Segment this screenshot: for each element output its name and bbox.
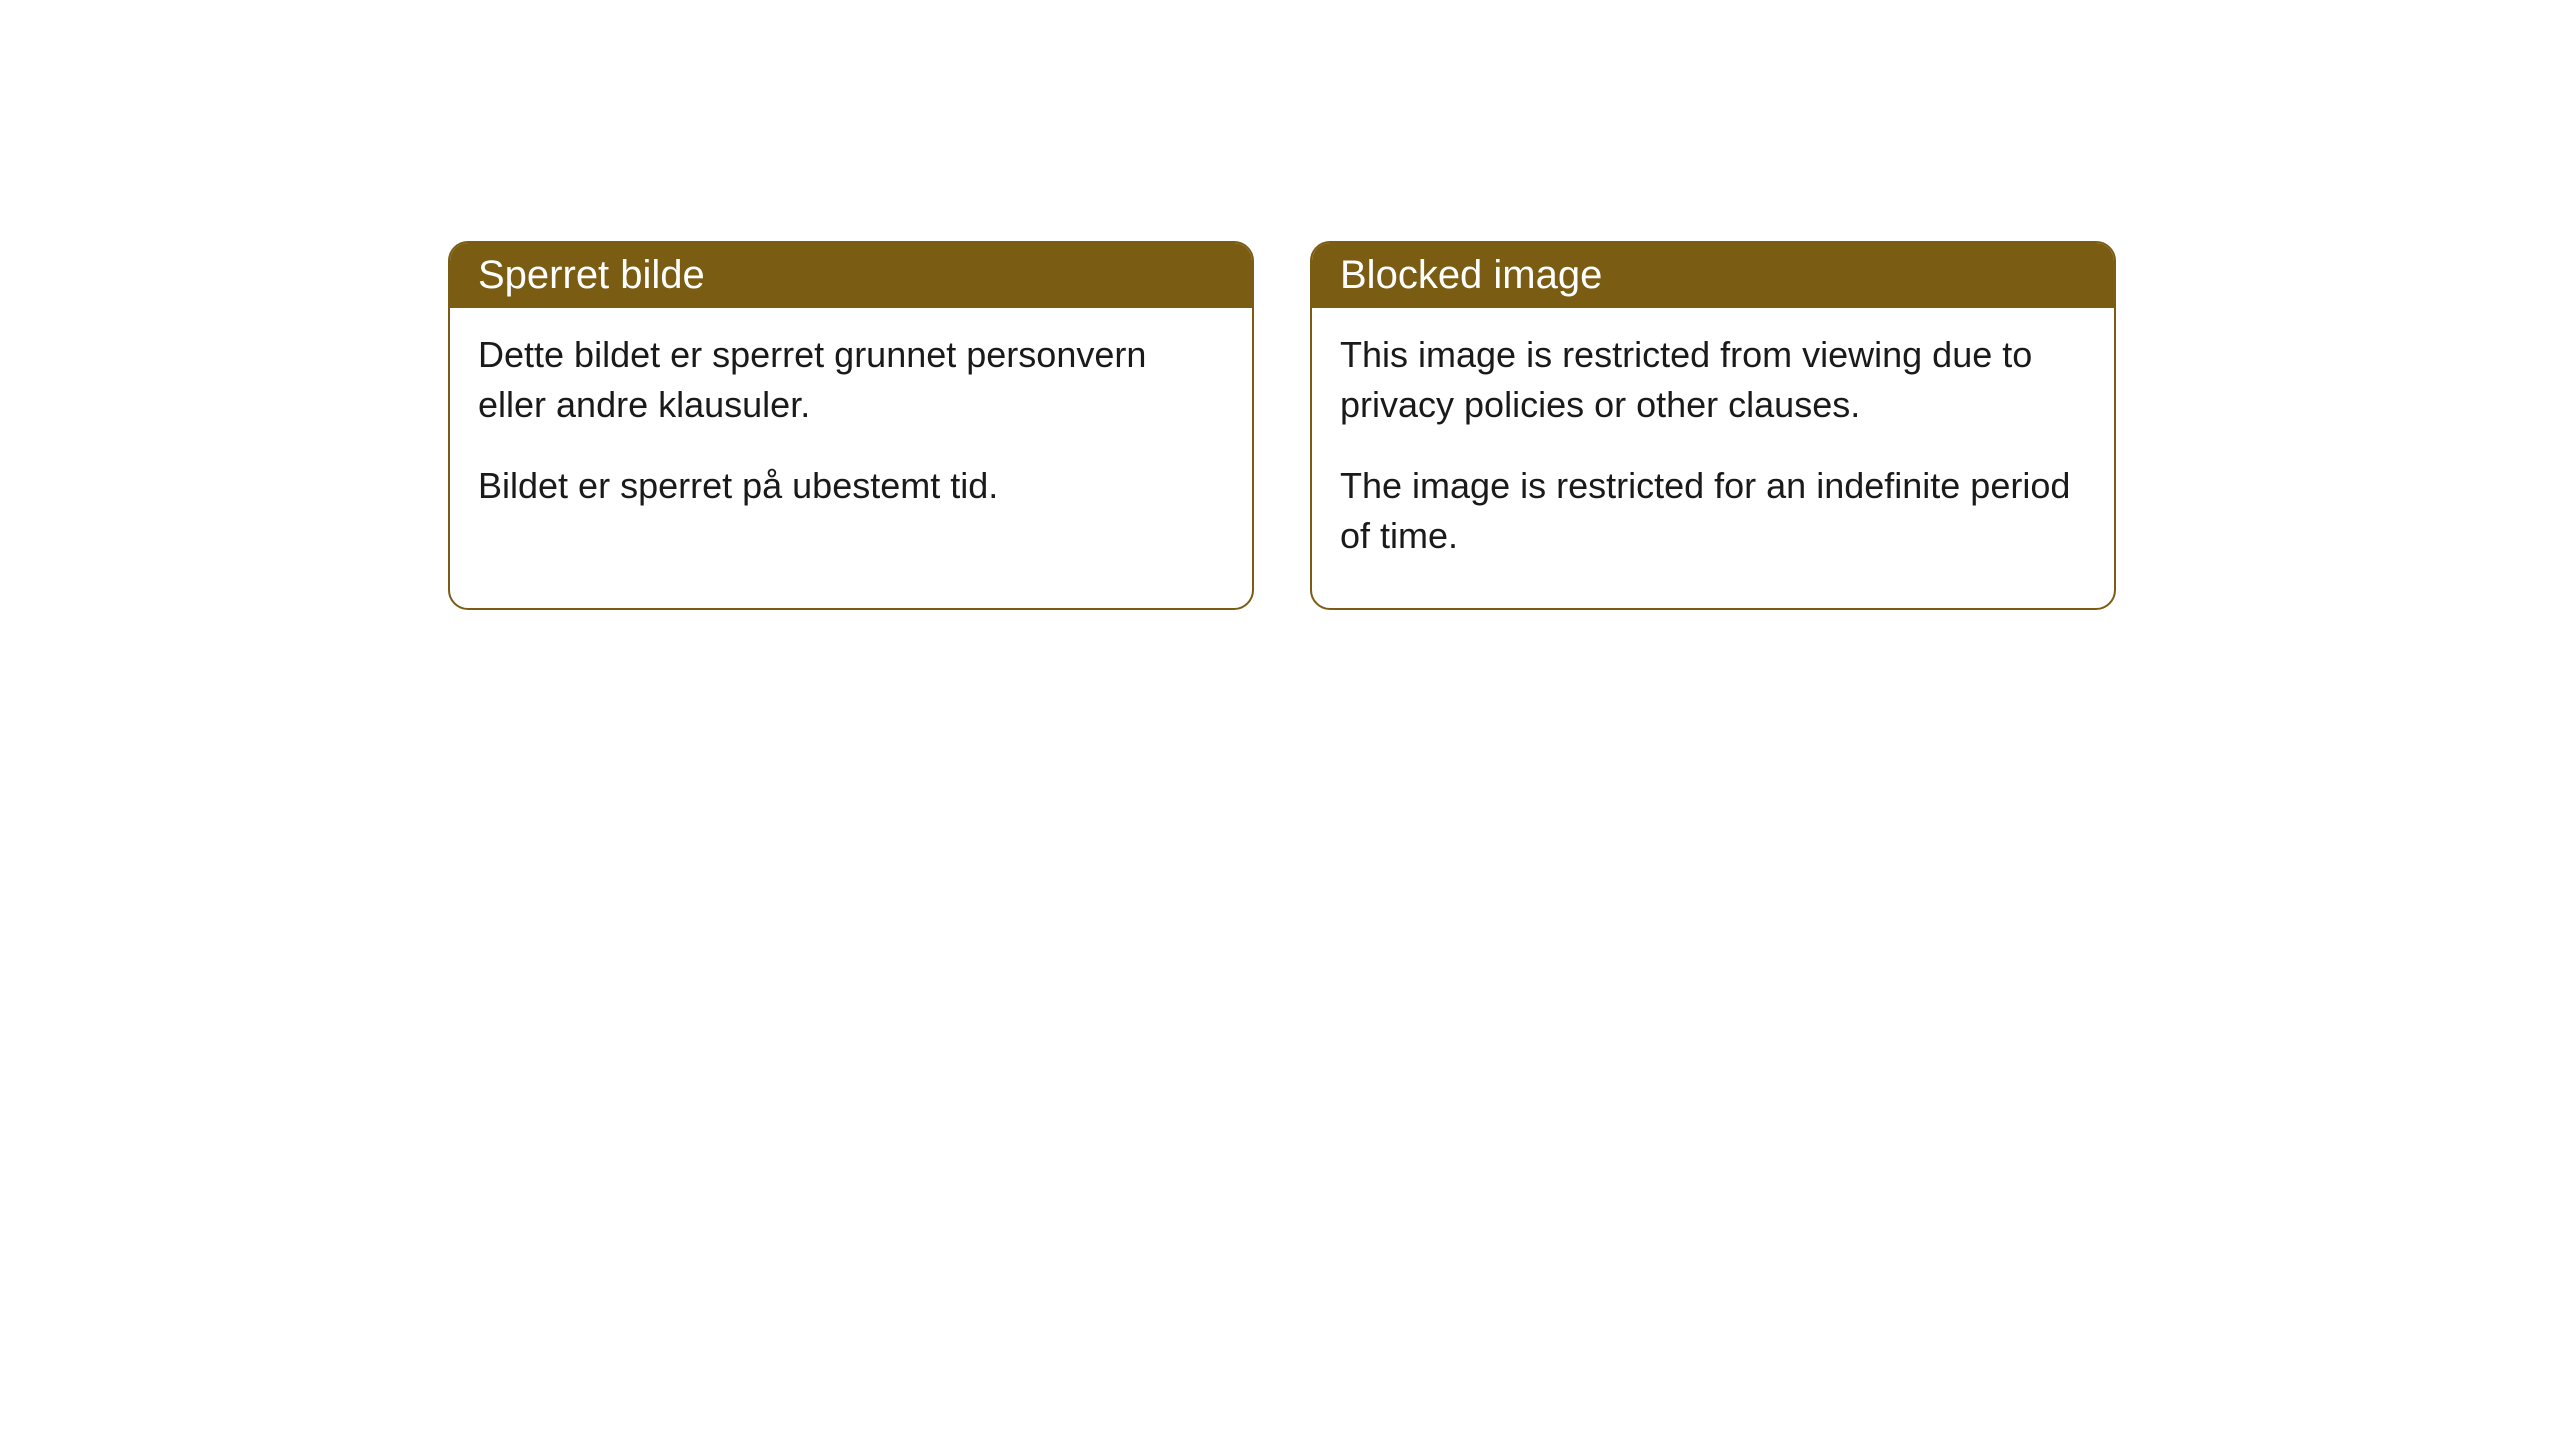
card-header-norwegian: Sperret bilde bbox=[450, 243, 1252, 308]
notice-card-english: Blocked image This image is restricted f… bbox=[1310, 241, 2116, 610]
card-header-english: Blocked image bbox=[1312, 243, 2114, 308]
card-title: Blocked image bbox=[1340, 253, 1602, 297]
card-paragraph: The image is restricted for an indefinit… bbox=[1340, 461, 2086, 562]
notice-cards-container: Sperret bilde Dette bildet er sperret gr… bbox=[448, 241, 2116, 610]
card-paragraph: This image is restricted from viewing du… bbox=[1340, 330, 2086, 431]
card-paragraph: Bildet er sperret på ubestemt tid. bbox=[478, 461, 1224, 511]
card-body-norwegian: Dette bildet er sperret grunnet personve… bbox=[450, 308, 1252, 557]
card-title: Sperret bilde bbox=[478, 253, 705, 297]
card-body-english: This image is restricted from viewing du… bbox=[1312, 308, 2114, 608]
notice-card-norwegian: Sperret bilde Dette bildet er sperret gr… bbox=[448, 241, 1254, 610]
card-paragraph: Dette bildet er sperret grunnet personve… bbox=[478, 330, 1224, 431]
